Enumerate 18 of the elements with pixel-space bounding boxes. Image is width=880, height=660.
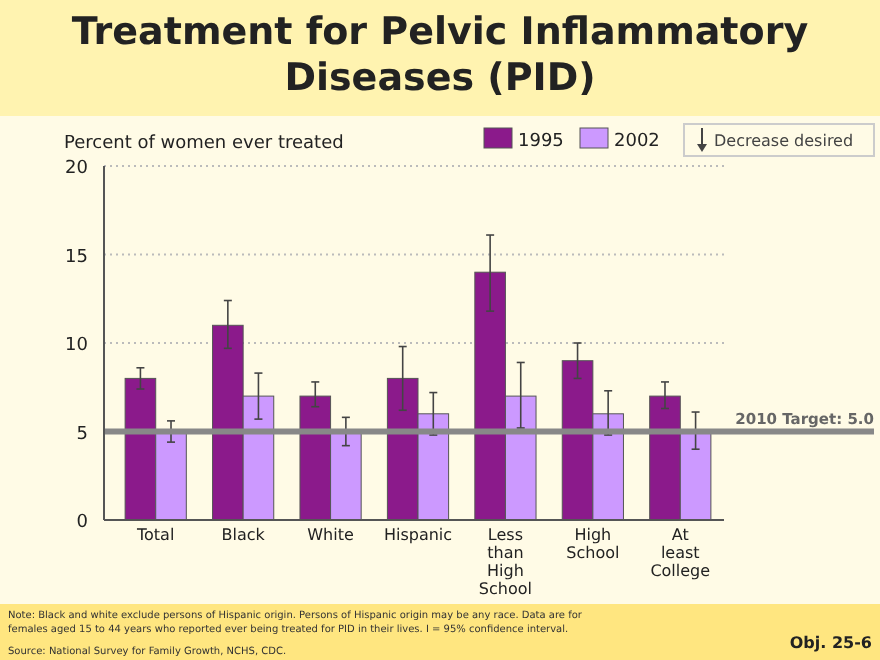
chart-title: Treatment for Pelvic Inflammatory Diseases (PID) [71,10,810,100]
y-tick-label: 5 [76,424,88,445]
legend-label: 2002 [614,132,660,152]
y-tick-label: 15 [65,247,88,268]
x-tick-label: Black [221,526,266,544]
y-tick-label: 10 [65,336,89,356]
y-axis-title: Percent of women ever treated [64,134,344,154]
x-tick-label: White [307,526,354,544]
x-tick-label: Hispanic [383,526,453,544]
text: Obj. 25-6 [789,634,873,652]
y-tick-label: 20 [65,159,89,179]
x-tick-label: At least College [650,526,711,580]
y-tick-label: 0 [76,513,89,533]
x-tick-label: High School [566,526,620,562]
x-tick-label: Total [135,526,175,544]
legend-label: 1995 [518,132,564,152]
text: Decrease desired [714,132,854,150]
x-tick-label: Less than High School [478,526,532,598]
